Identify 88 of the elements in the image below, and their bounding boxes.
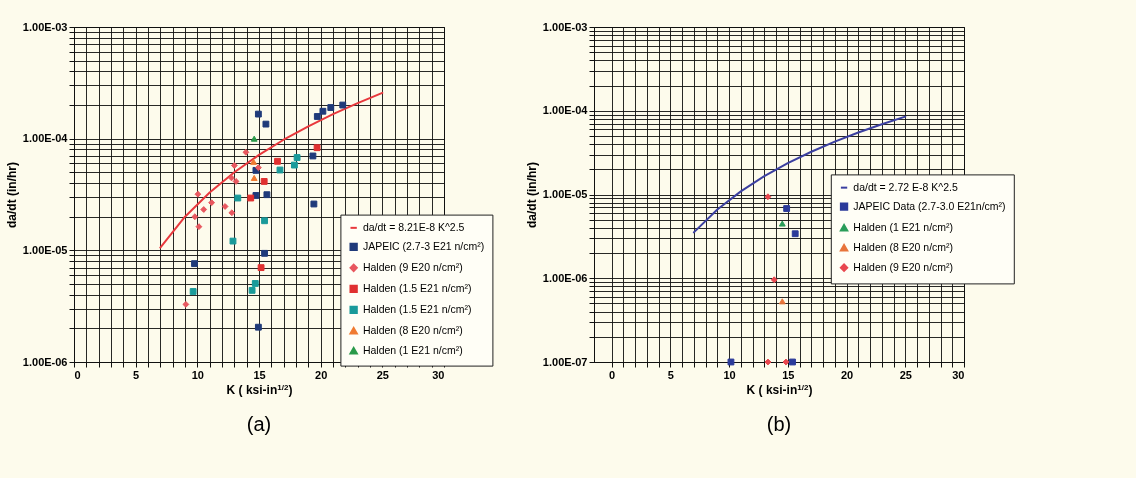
y-tick-label: 1.00E-06 (542, 271, 588, 284)
x-tick-label: 5 (133, 368, 140, 381)
point (276, 166, 284, 174)
x-tick-label: 0 (74, 368, 81, 381)
legend-label: Halden (8 E20 n/cm²) (362, 323, 463, 336)
point (228, 174, 235, 182)
point (194, 190, 202, 198)
point (251, 280, 259, 287)
x-tick-label: 10 (191, 368, 204, 381)
point (230, 162, 238, 169)
x-tick-label: 5 (667, 368, 674, 381)
point (290, 161, 298, 169)
legend-label: da/dt = 2.72 E-8 K^2.5 (853, 180, 958, 193)
point (189, 288, 197, 295)
legend-label: JAPEIC (2.7-3 E21 n/cm²) (362, 239, 485, 252)
text: (a) (246, 413, 272, 435)
x-tick-label: 25 (376, 368, 389, 381)
legend-label: Halden (8 E20 n/cm²) (853, 240, 954, 253)
point (221, 203, 229, 210)
x-axis-title: K ( ksi-in$^{1/2}$) (226, 382, 293, 397)
legend-label: da/dt = 8.21E-8 K^2.5 (362, 220, 465, 233)
point (319, 107, 327, 115)
text: (b) (766, 413, 792, 435)
legend-label: Halden (1.5 E21 n/cm²) (362, 281, 472, 294)
point (247, 194, 255, 202)
y-tick-label: 1.00E-07 (542, 355, 588, 368)
point (254, 323, 262, 331)
x-axis-title: K ( ksi-in$^{1/2}$) (746, 382, 813, 397)
point (263, 191, 271, 199)
point (327, 104, 335, 111)
point (261, 217, 268, 225)
y-tick-label: 1.00E-04 (22, 132, 69, 145)
x-tick-label: 15 (253, 368, 266, 381)
point (228, 209, 236, 217)
point (232, 178, 240, 185)
y-tick-label: 1.00E-05 (542, 188, 588, 200)
point (770, 276, 778, 284)
point (339, 101, 347, 109)
point (191, 260, 198, 268)
x-tick-label: 0 (609, 368, 616, 381)
point (313, 113, 321, 120)
y-tick-label: 1.00E-03 (542, 20, 588, 33)
point (309, 152, 317, 160)
point (778, 220, 786, 227)
point (260, 178, 268, 185)
point (778, 298, 786, 305)
point (254, 110, 262, 118)
point (208, 199, 216, 207)
legend-label: Halden (1.5 E21 n/cm²) (362, 302, 472, 315)
legend-label: Halden (1 E21 n/cm²) (362, 343, 463, 356)
y-tick-label: 1.00E-06 (22, 355, 68, 368)
point (182, 300, 190, 308)
point (250, 158, 257, 165)
y-tick-label: 1.00E-04 (542, 104, 589, 117)
x-tick-label: 10 (723, 368, 736, 381)
point (195, 223, 203, 231)
y-tick-label: 1.00E-05 (22, 243, 68, 256)
y-tick-label: 1.00E-03 (22, 20, 68, 33)
point (257, 264, 265, 272)
point (229, 237, 237, 245)
point (293, 154, 301, 161)
legend-label: Halden (9 E20 n/cm²) (362, 260, 463, 273)
point (310, 200, 318, 208)
x-tick-label: 15 (782, 368, 795, 381)
x-tick-label: 20 (840, 368, 854, 381)
point (250, 135, 258, 142)
x-tick-label: 30 (952, 368, 965, 381)
y-axis-title: da/dt (in/hr) (4, 162, 19, 228)
y-axis-title: da/dt (in/hr) (524, 162, 539, 228)
point (262, 120, 270, 128)
point (234, 194, 242, 202)
legend-label: JAPEIC Data (2.7-3.0 E21n/cm²) (853, 199, 1006, 212)
point (764, 193, 772, 201)
x-tick-label: 30 (432, 368, 445, 381)
legend-label: Halden (9 E20 n/cm²) (853, 260, 954, 273)
point (200, 206, 208, 213)
point (783, 205, 791, 212)
point (261, 249, 268, 257)
point (274, 157, 281, 165)
x-tick-label: 25 (899, 368, 912, 381)
point (791, 230, 799, 238)
point (248, 286, 256, 294)
point (242, 148, 250, 156)
point (250, 174, 258, 181)
point (191, 213, 199, 221)
legend-label: Halden (1 E21 n/cm²) (853, 220, 954, 233)
x-tick-label: 20 (315, 368, 328, 381)
point (313, 144, 321, 152)
